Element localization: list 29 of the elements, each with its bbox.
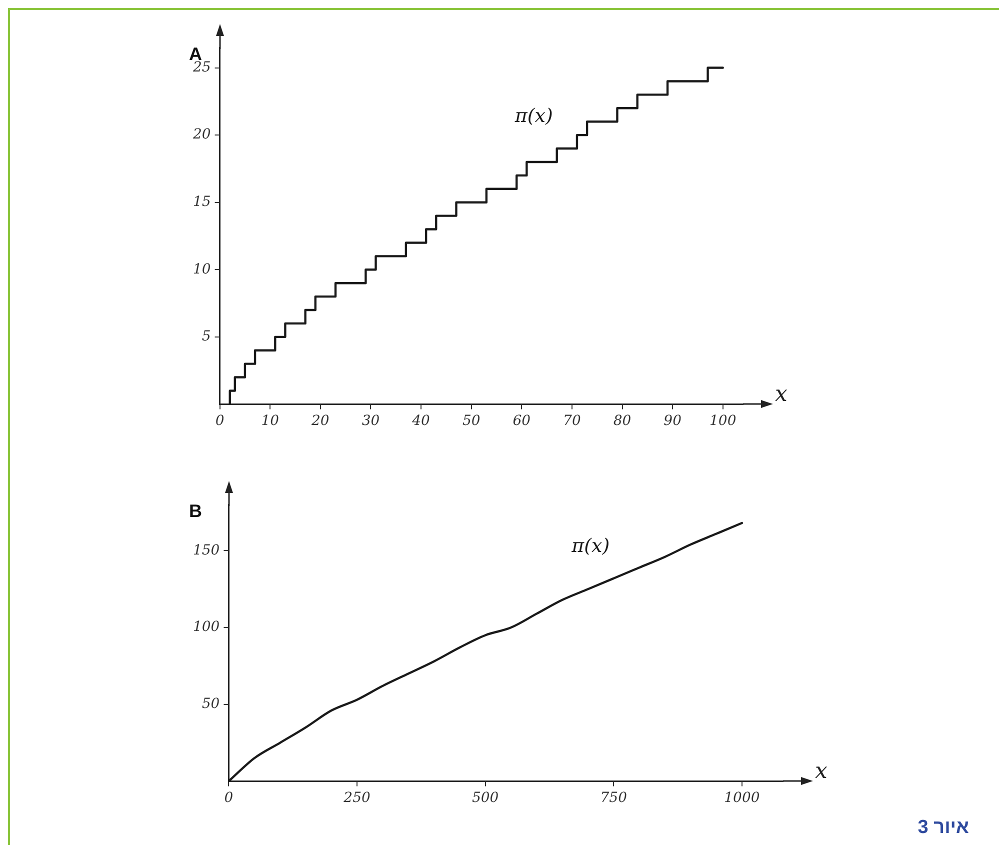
text: איור 3	[918, 817, 969, 839]
y-tick-label: 10	[192, 261, 211, 278]
x-tick-label: 250	[342, 790, 370, 806]
x-tick-label: 750	[600, 790, 628, 806]
x-tick-label: 500	[472, 790, 499, 806]
y-tick-label: 100	[192, 619, 220, 636]
y-tick-label: 50	[202, 696, 220, 712]
chart-title: B	[189, 500, 202, 521]
x-axis-title: x	[815, 758, 828, 784]
x-axis-title: x	[775, 382, 788, 407]
x-tick-label: 70	[563, 413, 581, 430]
x-tick-label: 40	[411, 413, 430, 430]
x-tick-label: 0	[215, 413, 224, 430]
x-tick-label: 60	[512, 413, 531, 430]
x-tick-label: 100	[710, 413, 736, 430]
y-tick-label: 15	[192, 194, 211, 210]
x-tick-label: 90	[664, 413, 682, 430]
x-tick-label: 30	[362, 413, 380, 430]
y-tick-label: 150	[192, 542, 220, 558]
x-tick-label: 50	[462, 413, 480, 430]
y-tick-label: 20	[192, 126, 211, 143]
series-label: π(x)	[514, 104, 553, 127]
series-label: π(x)	[570, 534, 610, 557]
x-tick-label: 80	[613, 413, 632, 430]
y-tick-label: 5	[202, 328, 211, 345]
x-tick-label: 0	[224, 790, 234, 806]
x-tick-label: 10	[261, 413, 280, 430]
x-tick-label: 1000	[724, 790, 760, 806]
x-tick-label: 20	[310, 413, 330, 430]
